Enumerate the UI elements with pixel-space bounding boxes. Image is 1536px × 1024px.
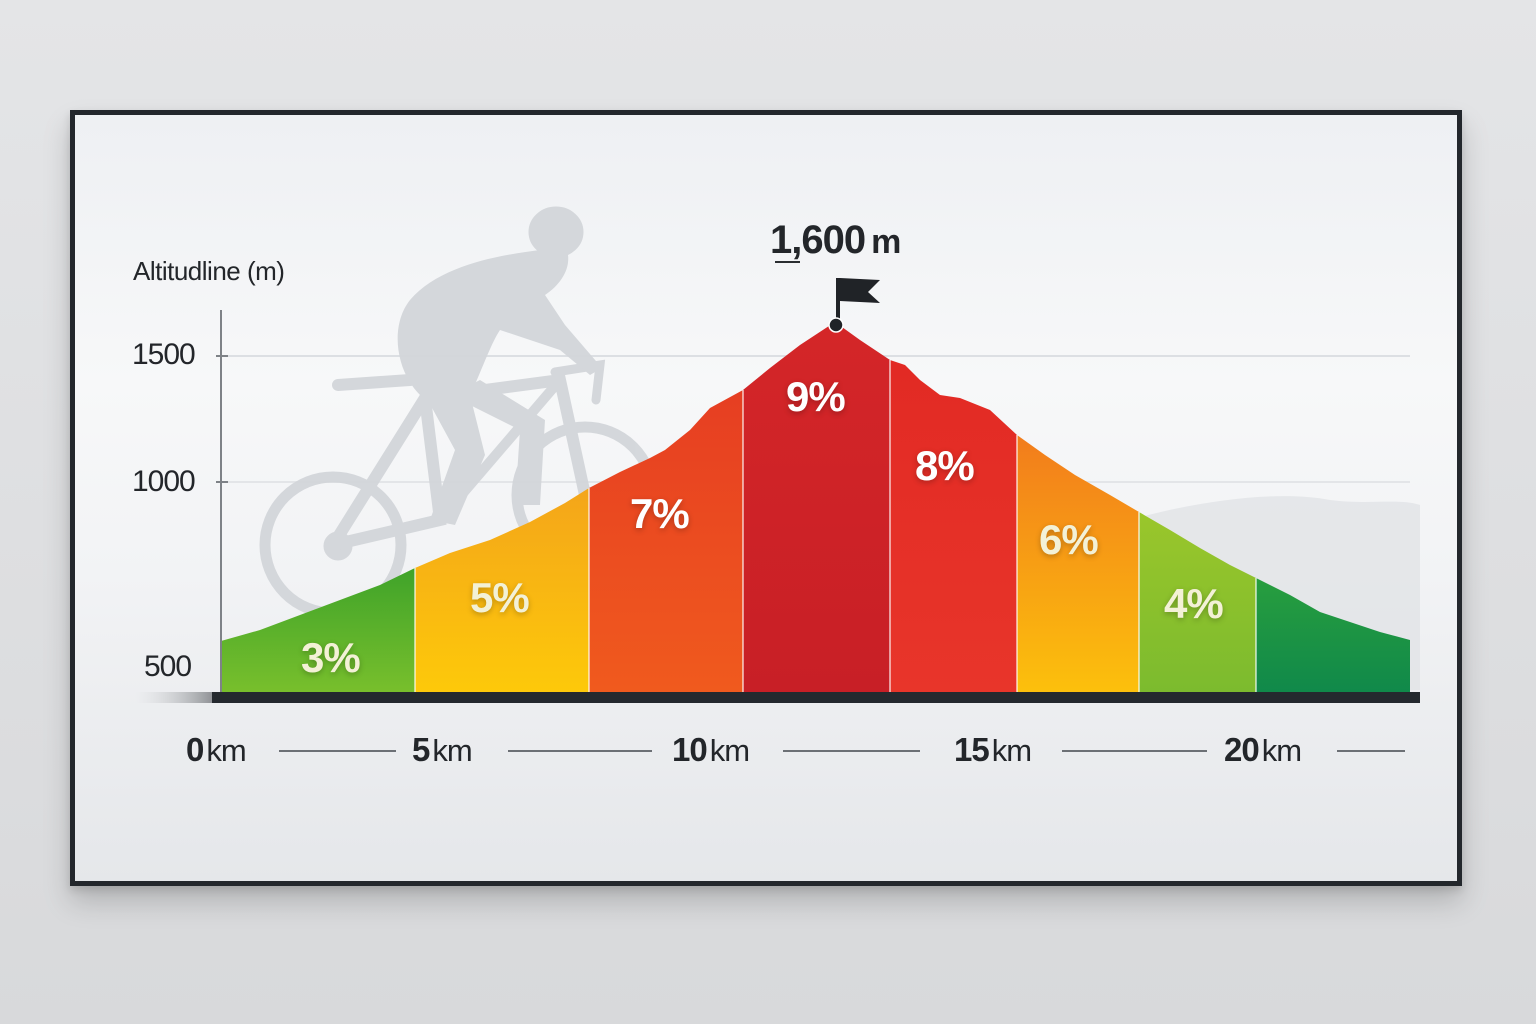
x-tick-label-20: 20km [1224, 731, 1302, 768]
peak-altitude-unit: m [871, 223, 901, 261]
gradient-label-segment-2: 7% [630, 490, 690, 537]
x-axis-dash [1337, 750, 1405, 752]
gradient-label-segment-1: 5% [470, 574, 530, 621]
y-tick-label-1000: 1000 [132, 465, 196, 498]
gradient-label-segment-4: 8% [915, 442, 975, 489]
y-tick-label-500: 500 [144, 650, 192, 683]
y-axis-title: Altitudline (m) [133, 256, 285, 286]
x-axis-dash [508, 750, 652, 752]
x-axis-dash [279, 750, 396, 752]
chart-frame [70, 110, 1462, 886]
gradient-label-segment-3: 9% [786, 373, 846, 420]
x-axis-dash [783, 750, 920, 752]
gradient-label-segment-6: 4% [1164, 580, 1224, 627]
gradient-label-segment-0: 3% [301, 634, 361, 681]
y-tick-label-1500: 1500 [132, 338, 196, 371]
x-tick-label-0: 0km [186, 731, 247, 768]
gradient-label-segment-5: 6% [1039, 516, 1099, 563]
x-tick-label-15: 15km [954, 731, 1032, 768]
x-tick-label-10: 10km [672, 731, 750, 768]
peak-altitude-value: 1,600 [770, 218, 866, 262]
peak-altitude-label: 1,600 m [770, 218, 901, 263]
x-tick-label-5: 5km [412, 731, 473, 768]
x-axis-dash [1062, 750, 1207, 752]
